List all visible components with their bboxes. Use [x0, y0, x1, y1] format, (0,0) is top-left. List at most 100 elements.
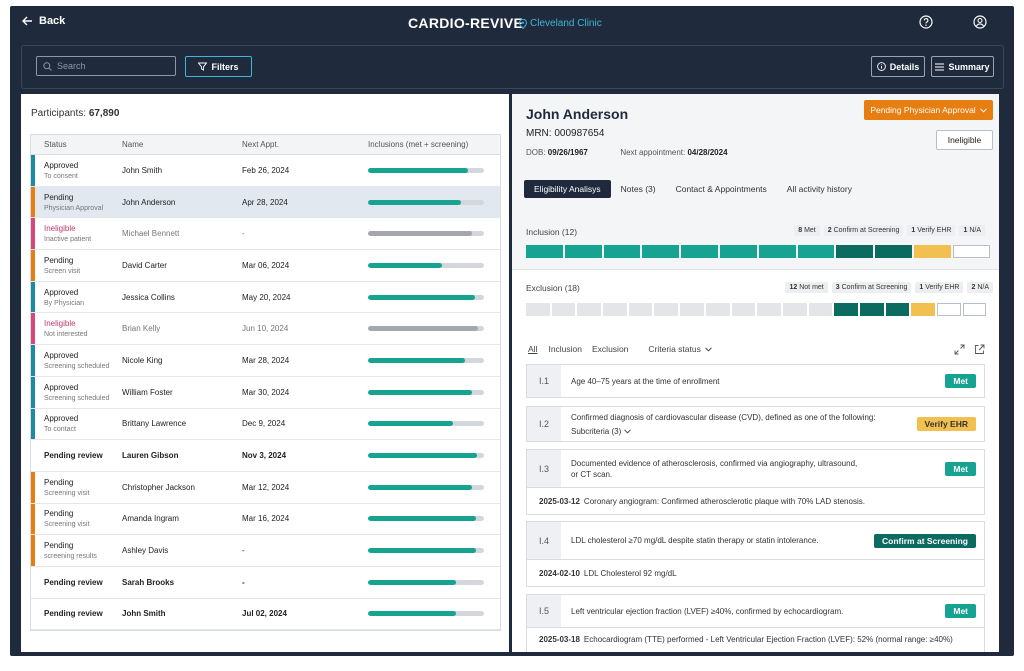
inclusion-progress-bar — [368, 516, 484, 522]
search-box[interactable] — [36, 56, 176, 76]
table-row[interactable]: Pending Screening visit Christopher Jackso… — [31, 471, 500, 504]
status-dropdown-button[interactable]: Pending Physician Approval — [864, 100, 993, 120]
criterion-text: Age 40–75 years at the time of enrollmen… — [571, 376, 720, 386]
details-button[interactable]: Details — [871, 56, 925, 77]
table-row[interactable]: Approved To consent John Smith Feb 26, 2024 — [31, 155, 500, 187]
exclusion-segment-notmet — [680, 303, 704, 316]
criterion-id: I.3 — [527, 450, 561, 487]
tab-notes[interactable]: Notes (3) — [620, 184, 656, 194]
chip-count: 2 — [827, 227, 832, 234]
criterion-card[interactable]: I.2 Confirmed diagnosis of cardiovascula… — [526, 406, 985, 442]
table-row[interactable]: Pending Screening visit Amanda Ingram Mar 1… — [31, 503, 500, 536]
status-badge: Confirm at Screening — [874, 533, 976, 548]
status-cell: Pending Screen visit — [44, 256, 80, 275]
name-cell: Amanda Ingram — [122, 514, 179, 524]
status-text: Pending — [44, 541, 74, 551]
status-cell: Pending Physician Approval — [44, 193, 103, 212]
status-text: Pending review — [44, 577, 103, 587]
chip-label: Met — [804, 227, 816, 234]
status-color-bar — [31, 281, 35, 313]
chip-label: Verify EHR — [917, 227, 952, 234]
criterion-card[interactable]: I.5 Left ventricular ejection fraction (… — [526, 594, 985, 652]
exclusion-chips: 12 Not met 3 Confirm at Screening 1 Verify… — [785, 282, 993, 293]
subcriteria-toggle[interactable]: Subcriteria (3) — [571, 426, 876, 437]
table-row[interactable]: Pending review John Smith Jul 02, 2024 — [31, 599, 500, 631]
progress-fill — [368, 389, 473, 395]
inclusion-chip: 8 Met — [794, 225, 820, 236]
table-row[interactable]: Pending Screen visit David Carter Mar 06, 2… — [31, 250, 500, 282]
next-appt-cell: - — [242, 577, 245, 587]
chip-label: Not met — [799, 284, 824, 291]
filters-button[interactable]: Filters — [185, 56, 252, 77]
table-row[interactable]: Approved Screening scheduled William Foste… — [31, 376, 500, 409]
criterion-card[interactable]: I.1 Age 40–75 years at the time of enrol… — [526, 364, 985, 398]
criterion-card[interactable]: I.3 Documented evidence of atheroscleros… — [526, 449, 985, 515]
exclusion-segment-notmet — [577, 303, 602, 316]
progress-fill — [368, 611, 457, 617]
search-input[interactable] — [57, 61, 167, 71]
table-row[interactable]: Pending review Lauren Gibson Nov 3, 2024 — [31, 440, 500, 472]
location-link[interactable]: Cleveland Clinic — [519, 18, 602, 29]
tab-contact-appointments[interactable]: Contact & Appointments — [675, 184, 767, 194]
status-cell: Approved To consent — [44, 161, 78, 180]
criterion-card[interactable]: I.4 LDL cholesterol ≥70 mg/dL despite st… — [526, 521, 985, 587]
table-row[interactable]: Ineligible Inactive patient Michael Bennet… — [31, 218, 500, 251]
tab-eligibility-analysis[interactable]: Eligibility Analisys — [524, 180, 611, 198]
filter-inclusion[interactable]: Inclusion — [548, 344, 583, 354]
filter-criteria-status[interactable]: Criteria status — [648, 344, 713, 354]
next-appt-cell: - — [242, 546, 245, 556]
exclusion-segment-notmet — [551, 303, 576, 316]
inclusion-progress-cell — [368, 262, 484, 268]
table-row[interactable]: Approved By Physician Jessica Collins May 2… — [31, 281, 500, 314]
filter-all[interactable]: All — [528, 344, 538, 354]
column-next-appt[interactable]: Next Appt. — [242, 140, 279, 149]
ineligible-button[interactable]: Ineligible — [936, 130, 993, 150]
evidence-text: Echocardiogram (TTE) performed - Left Ve… — [583, 635, 953, 644]
next-appt-cell: Mar 16, 2024 — [242, 514, 290, 524]
column-status[interactable]: Status — [44, 140, 67, 149]
back-button[interactable]: Back — [22, 15, 65, 27]
next-appt-cell: Nov 3, 2024 — [242, 451, 287, 461]
inclusion-progress-bar — [368, 548, 484, 554]
table-row[interactable]: Approved Screening scheduled Nicole King Ma… — [31, 345, 500, 377]
status-text: Approved — [44, 414, 79, 424]
table-row[interactable]: Pending screening results Ashley Davis - — [31, 535, 500, 567]
chip-count: 12 — [789, 284, 798, 291]
table-row[interactable]: Pending review Sarah Brooks - — [31, 567, 500, 599]
progress-fill — [368, 167, 468, 173]
table-row[interactable]: Ineligible Not interested Brian Kelly Jun 1… — [31, 313, 500, 346]
column-name[interactable]: Name — [122, 140, 144, 149]
patient-name: John Anderson — [526, 106, 629, 122]
status-subtext: Screening visit — [44, 521, 90, 529]
column-inclusions[interactable]: Inclusions (met + screening) — [368, 140, 469, 149]
table-row[interactable]: Approved To contact Brittany Lawrence Dec 9… — [31, 408, 500, 441]
exclusion-segment-notmet — [782, 303, 807, 316]
app-window: Back CARDIO-REVIVE Cleveland Clinic Filt… — [10, 6, 1014, 656]
patient-header: John Anderson MRN: 000987654 DOB: 09/26/… — [512, 94, 999, 270]
user-account-icon[interactable] — [973, 15, 987, 29]
next-appt-cell: - — [242, 229, 245, 239]
table-row[interactable]: Pending Physician Approval John Anderson Ap… — [31, 186, 500, 219]
inclusion-progress-bar — [368, 484, 484, 490]
status-color-bar — [31, 155, 35, 186]
filter-exclusion[interactable]: Exclusion — [592, 344, 629, 354]
inclusion-progress-cell — [368, 548, 484, 554]
progress-fill — [368, 294, 475, 300]
tab-activity-history[interactable]: All activity history — [786, 184, 852, 194]
inclusion-progress-bar — [368, 231, 484, 237]
open-external-icon[interactable] — [974, 344, 985, 355]
summary-button[interactable]: Summary — [931, 56, 994, 77]
progress-fill — [368, 516, 476, 522]
status-text: Pending review — [44, 451, 103, 461]
exclusion-segment-na — [937, 303, 961, 316]
exclusion-segment-notmet — [526, 303, 550, 316]
filter-icon — [198, 62, 208, 71]
status-text: Approved — [44, 287, 79, 297]
inclusion-progress-bar — [368, 167, 484, 173]
help-icon[interactable] — [919, 15, 933, 29]
expand-icon[interactable] — [954, 344, 965, 355]
status-badge: Met — [945, 461, 976, 476]
status-color-bar — [31, 218, 35, 250]
info-icon — [876, 62, 886, 71]
status-text: Pending — [44, 509, 74, 519]
